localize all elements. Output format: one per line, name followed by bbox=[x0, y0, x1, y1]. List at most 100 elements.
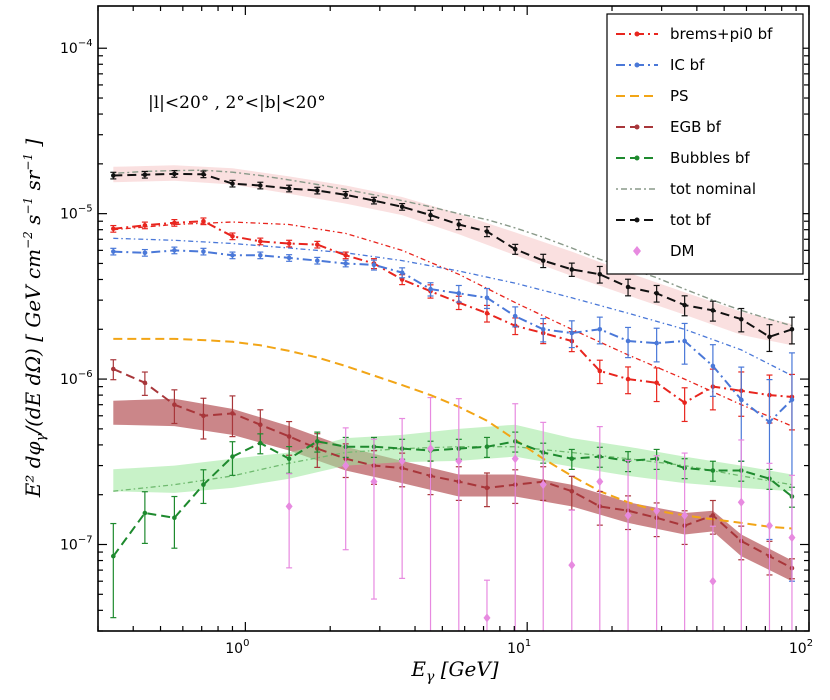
series-point-3-2 bbox=[172, 402, 177, 408]
series-point-4-6 bbox=[286, 456, 292, 462]
series-point-6-17 bbox=[597, 271, 603, 277]
dm-point-14 bbox=[709, 576, 717, 586]
series-point-1-10 bbox=[399, 270, 405, 275]
series-point-1-20 bbox=[682, 338, 687, 344]
series-point-0-20 bbox=[682, 400, 687, 405]
y-tick-label-3: 10−4 bbox=[60, 38, 93, 57]
series-point-0-1 bbox=[142, 223, 148, 228]
series-point-1-22 bbox=[738, 397, 744, 403]
dm-point-3 bbox=[398, 456, 406, 466]
legend-label-5: tot nominal bbox=[670, 180, 756, 198]
dm-point-5 bbox=[455, 456, 463, 466]
series-point-6-8 bbox=[343, 192, 348, 198]
legend-label-7: DM bbox=[670, 242, 695, 260]
legend-entry-1: IC bf bbox=[616, 56, 705, 74]
legend-label-4: Bubbles bf bbox=[670, 149, 750, 167]
dm-point-12 bbox=[653, 506, 661, 516]
dm-point-7 bbox=[511, 454, 519, 464]
series-point-3-13 bbox=[484, 485, 490, 491]
legend-label-1: IC bf bbox=[670, 56, 705, 74]
series-point-1-7 bbox=[314, 258, 320, 263]
bands-layer bbox=[113, 165, 793, 582]
series-point-6-10 bbox=[399, 204, 405, 210]
legend-label-0: brems+pi0 bf bbox=[670, 25, 773, 43]
series-5 bbox=[113, 169, 793, 327]
y-tick-label-1: 10−6 bbox=[60, 369, 93, 388]
series-point-1-19 bbox=[654, 340, 659, 346]
series-7 bbox=[285, 396, 796, 631]
series-point-6-16 bbox=[569, 267, 575, 272]
dm-point-11 bbox=[624, 510, 632, 520]
series-point-3-1 bbox=[142, 380, 148, 386]
legend: brems+pi0 bf IC bf PS EGB bf Bubbles bf tot n… bbox=[606, 13, 804, 275]
legend-entry-5: tot nominal bbox=[616, 180, 756, 198]
series-point-1-24 bbox=[789, 397, 795, 403]
series-point-3-16 bbox=[569, 488, 575, 494]
series-point-3-3 bbox=[201, 413, 206, 419]
series-point-4-5 bbox=[258, 440, 263, 446]
dm-point-10 bbox=[596, 477, 604, 487]
series-point-0-3 bbox=[201, 218, 206, 224]
legend-marker-4 bbox=[634, 155, 640, 161]
series-point-6-5 bbox=[258, 183, 263, 188]
series-point-6-19 bbox=[654, 291, 659, 296]
dm-point-2 bbox=[370, 477, 378, 487]
series-point-0-17 bbox=[597, 368, 603, 374]
y-tick-label-0: 10−7 bbox=[60, 535, 93, 554]
series-point-3-0 bbox=[111, 366, 116, 372]
series-point-0-0 bbox=[111, 226, 116, 232]
series-point-1-14 bbox=[512, 313, 518, 319]
legend-entry-2: PS bbox=[616, 87, 689, 105]
legend-marker-1 bbox=[634, 62, 640, 68]
band-2 bbox=[113, 424, 793, 493]
y-tick-label-2: 10−5 bbox=[60, 204, 93, 223]
series-point-0-19 bbox=[654, 380, 659, 386]
series-point-3-4 bbox=[230, 411, 235, 416]
series-point-1-15 bbox=[540, 326, 546, 332]
series-point-1-16 bbox=[569, 330, 575, 336]
series-point-4-16 bbox=[569, 456, 575, 462]
series-point-1-13 bbox=[484, 295, 490, 301]
y-axis-label: E² dφγ/(dE dΩ) [ GeV cm−2 s−1 sr−1 ] bbox=[21, 139, 49, 499]
series-point-3-5 bbox=[258, 422, 263, 427]
series-point-3-6 bbox=[286, 434, 292, 439]
dm-point-17 bbox=[788, 533, 796, 543]
series-point-0-5 bbox=[258, 239, 263, 244]
series-point-4-1 bbox=[142, 510, 148, 516]
series-point-1-18 bbox=[625, 338, 631, 344]
lines-layer bbox=[110, 169, 796, 631]
series-point-6-12 bbox=[456, 222, 462, 227]
plot-frame bbox=[97, 5, 810, 632]
series-point-1-4 bbox=[230, 253, 235, 258]
band-1 bbox=[113, 398, 793, 582]
series-point-1-21 bbox=[710, 363, 716, 369]
series-line-5 bbox=[113, 169, 793, 327]
series-point-4-2 bbox=[172, 515, 177, 521]
series-point-6-20 bbox=[682, 302, 687, 308]
band-0 bbox=[113, 165, 793, 346]
series-point-1-9 bbox=[371, 262, 377, 268]
x-tick-label-2: 102 bbox=[789, 638, 813, 657]
dm-point-8 bbox=[539, 480, 547, 490]
series-point-0-8 bbox=[343, 253, 348, 258]
series-point-4-3 bbox=[201, 482, 206, 487]
series-point-6-23 bbox=[767, 334, 772, 340]
series-point-1-0 bbox=[111, 249, 116, 254]
dm-point-0 bbox=[285, 501, 293, 511]
series-point-6-18 bbox=[625, 284, 631, 290]
nominal-line-0 bbox=[113, 221, 793, 427]
series-point-1-3 bbox=[201, 249, 206, 254]
series-point-1-5 bbox=[258, 253, 263, 258]
series-point-6-2 bbox=[172, 171, 177, 177]
series-point-1-17 bbox=[597, 326, 603, 332]
series-point-4-0 bbox=[111, 553, 116, 559]
series-point-6-3 bbox=[201, 171, 206, 177]
series-point-6-24 bbox=[789, 326, 795, 332]
x-tick-label-1: 101 bbox=[507, 638, 531, 657]
dm-point-13 bbox=[681, 510, 689, 520]
series-point-1-2 bbox=[172, 248, 177, 253]
series-point-0-6 bbox=[286, 241, 292, 246]
dm-point-1 bbox=[342, 461, 350, 471]
x-tick-label-0: 100 bbox=[225, 638, 249, 657]
